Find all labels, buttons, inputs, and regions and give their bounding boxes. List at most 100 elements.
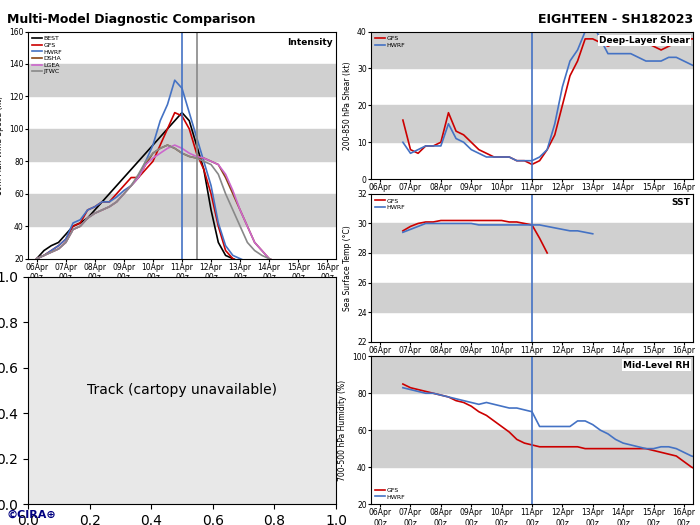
- GFS: [83, 207, 92, 213]
- GFS: [490, 154, 498, 160]
- LGEA: [127, 183, 135, 189]
- HWRF: [475, 150, 483, 156]
- JTWC: [337, 267, 346, 273]
- HWRF: [475, 222, 483, 228]
- HWRF: [611, 50, 620, 57]
- GFS: [536, 158, 544, 164]
- BEST: [323, 268, 332, 275]
- GFS: [695, 36, 700, 42]
- HWRF: [626, 50, 635, 57]
- LGEA: [243, 223, 251, 229]
- DSHA: [207, 158, 216, 164]
- GFS: [680, 458, 688, 465]
- HWRF: [520, 407, 528, 413]
- BEST: [163, 125, 172, 132]
- GFS: [467, 139, 475, 145]
- LGEA: [90, 210, 99, 216]
- HWRF: [55, 243, 63, 249]
- LGEA: [178, 145, 186, 152]
- HWRF: [429, 220, 438, 227]
- GFS: [309, 265, 317, 271]
- HWRF: [543, 146, 552, 153]
- HWRF: [323, 265, 332, 271]
- HWRF: [399, 139, 407, 145]
- HWRF: [69, 220, 77, 226]
- GFS: [505, 219, 513, 225]
- HWRF: [47, 247, 55, 254]
- DSHA: [47, 249, 55, 255]
- HWRF: [687, 61, 696, 68]
- LGEA: [330, 267, 339, 273]
- HWRF: [695, 65, 700, 71]
- GFS: [69, 223, 77, 229]
- GFS: [429, 143, 438, 149]
- GFS: [512, 436, 521, 443]
- GFS: [414, 150, 422, 156]
- HWRF: [650, 58, 658, 64]
- GFS: [566, 72, 574, 79]
- Line: HWRF: HWRF: [403, 24, 700, 161]
- Y-axis label: 700-500 hPa Humidity (%): 700-500 hPa Humidity (%): [338, 380, 346, 481]
- DSHA: [76, 223, 85, 229]
- BEST: [113, 183, 121, 189]
- HWRF: [185, 110, 193, 116]
- LGEA: [76, 223, 85, 229]
- HWRF: [236, 256, 244, 262]
- LGEA: [221, 171, 230, 177]
- BEST: [32, 256, 41, 262]
- DSHA: [113, 199, 121, 205]
- LGEA: [279, 260, 288, 267]
- GFS: [421, 219, 430, 225]
- HWRF: [437, 220, 445, 227]
- BEST: [243, 260, 251, 267]
- BEST: [301, 267, 309, 273]
- DSHA: [105, 204, 113, 210]
- JTWC: [55, 246, 63, 252]
- JTWC: [279, 260, 288, 267]
- HWRF: [634, 54, 643, 60]
- JTWC: [272, 259, 281, 265]
- BEST: [83, 215, 92, 221]
- Text: Multi-Model Diagnostic Comparison: Multi-Model Diagnostic Comparison: [7, 13, 256, 26]
- LGEA: [229, 187, 237, 194]
- DSHA: [251, 239, 259, 246]
- HWRF: [536, 423, 544, 429]
- GFS: [429, 390, 438, 396]
- HWRF: [520, 222, 528, 228]
- Line: HWRF: HWRF: [36, 80, 349, 268]
- GFS: [626, 446, 635, 452]
- DSHA: [141, 161, 150, 167]
- LGEA: [309, 267, 317, 273]
- DSHA: [309, 265, 317, 271]
- JTWC: [69, 226, 77, 233]
- HWRF: [664, 54, 673, 60]
- HWRF: [309, 265, 317, 271]
- GFS: [603, 446, 612, 452]
- HWRF: [642, 446, 650, 452]
- GFS: [650, 447, 658, 454]
- GFS: [120, 183, 128, 189]
- GFS: [437, 139, 445, 145]
- HWRF: [581, 229, 589, 235]
- LGEA: [134, 174, 143, 181]
- LGEA: [98, 207, 106, 213]
- JTWC: [148, 150, 157, 156]
- GFS: [444, 110, 453, 116]
- HWRF: [414, 388, 422, 395]
- GFS: [581, 36, 589, 42]
- LGEA: [156, 150, 164, 156]
- Bar: [371, 282, 693, 312]
- HWRF: [214, 220, 223, 226]
- HWRF: [98, 199, 106, 205]
- GFS: [421, 388, 430, 395]
- LGEA: [294, 264, 302, 270]
- DSHA: [69, 226, 77, 233]
- HWRF: [543, 423, 552, 429]
- BEST: [178, 110, 186, 116]
- GFS: [467, 403, 475, 410]
- HWRF: [505, 154, 513, 160]
- DSHA: [148, 150, 157, 156]
- LGEA: [185, 150, 193, 156]
- LGEA: [287, 262, 295, 268]
- GFS: [528, 222, 536, 228]
